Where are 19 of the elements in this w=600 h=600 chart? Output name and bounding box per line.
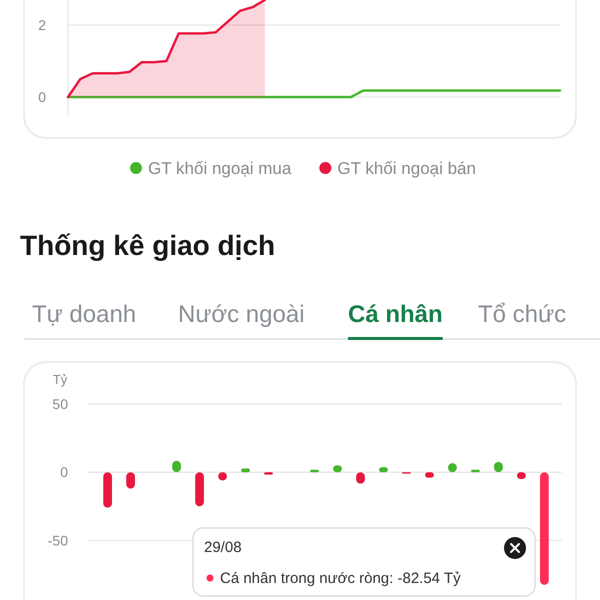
text: Tự doanh — [32, 301, 136, 328]
annotation: Cá nhân trong nước ròng: -82.54 Tỷ — [220, 570, 462, 587]
y-tick-label: 2 — [38, 17, 46, 34]
text: Tổ chức — [478, 301, 566, 328]
annotation: 29/08 — [204, 539, 242, 556]
bar — [195, 472, 204, 506]
bar — [103, 472, 112, 508]
bar — [264, 472, 273, 475]
text: Cá nhân — [348, 301, 443, 328]
chart-title: Thống kê giao dịch — [20, 230, 276, 261]
text: Nước ngoài — [178, 301, 305, 328]
legend-label: GT khối ngoại mua — [148, 158, 292, 178]
y-tick-label: 50 — [52, 396, 68, 412]
y-tick-label: -50 — [48, 532, 68, 548]
legend-label: GT khối ngoại bán — [337, 158, 476, 178]
y-axis-title: Tỷ — [52, 372, 68, 387]
bar — [540, 472, 549, 585]
y-tick-label: 0 — [38, 88, 46, 105]
y-tick-label: 0 — [60, 464, 68, 480]
